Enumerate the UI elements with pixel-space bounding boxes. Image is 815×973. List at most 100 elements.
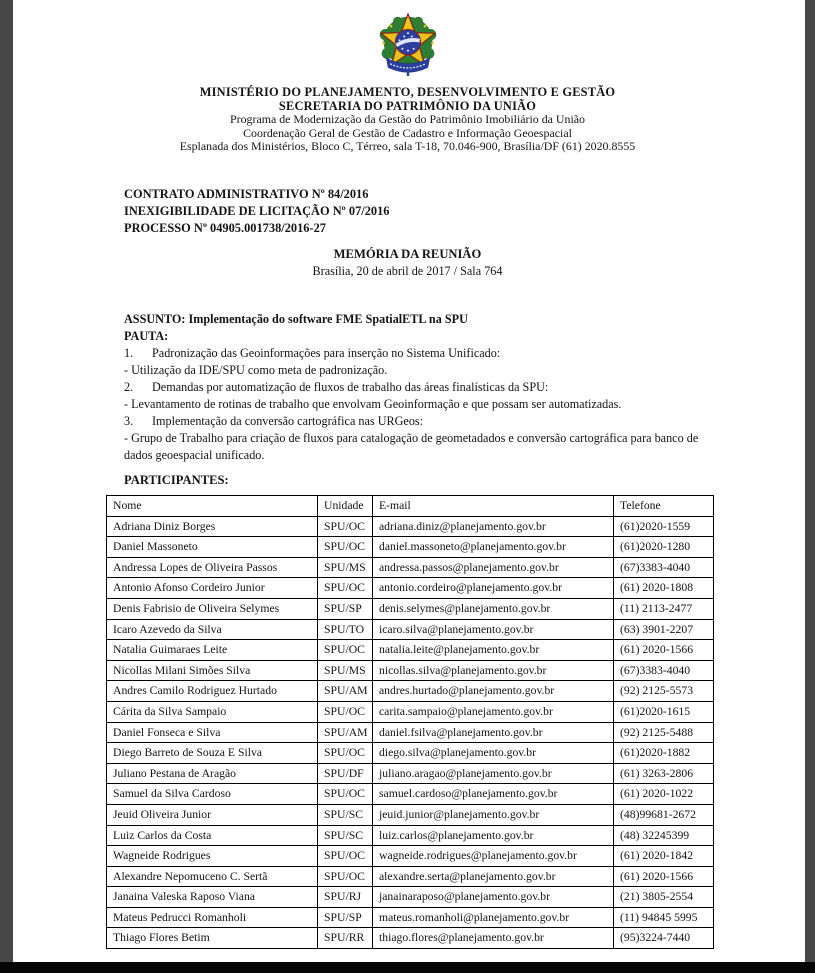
cell-email: denis.selymes@planejamento.gov.br — [372, 597, 614, 620]
table-row: Denis Fabrisio de Oliveira Selymes SPU/SP… — [106, 597, 714, 620]
meeting-block: MEMÓRIA DA REUNIÃO Brasília, 20 de abril… — [0, 246, 815, 280]
cell-nome: Wagneide Rodrigues — [106, 845, 318, 867]
table-row: Daniel Massoneto SPU/OC daniel.massoneto@p… — [106, 536, 714, 558]
cell-nome: Thiago Flores Betim — [106, 927, 318, 950]
contract-block: CONTRATO ADMINISTRATIVO Nº 84/2016 INEXI… — [124, 186, 389, 237]
table-row: Jeuid Oliveira Junior SPU/SC jeuid.junior@… — [106, 803, 714, 826]
process-number: PROCESSO Nº 04905.001738/2016-27 — [124, 221, 327, 235]
cell-unidade: SPU/MS — [317, 556, 373, 579]
table-row: Nicollas Milani Simões Silva SPU/MS nicoll… — [106, 659, 714, 682]
cell-unidade: SPU/TO — [317, 618, 373, 641]
viewer-edge-left — [0, 0, 13, 962]
agenda-item: 2. Demandas por automatização de fluxos d… — [124, 379, 716, 396]
table-row: Cárita da Silva Sampaio SPU/OC carita.samp… — [106, 700, 714, 723]
cell-telefone: (61) 2020-1808 — [613, 577, 714, 599]
cell-email: nicollas.silva@planejamento.gov.br — [372, 659, 614, 682]
cell-email: daniel.massoneto@planejamento.gov.br — [372, 536, 614, 558]
secretariat-name: SECRETARIA DO PATRIMÔNIO DA UNIÃO — [278, 98, 537, 113]
table-body: Adriana Diniz Borges SPU/OC adriana.diniz@… — [106, 515, 714, 950]
cell-telefone: (61)2020-1559 — [613, 515, 714, 538]
cell-email: daniel.fsilva@planejamento.gov.br — [372, 721, 614, 744]
cell-unidade: SPU/OC — [317, 700, 373, 723]
cell-telefone: (95)3224-7440 — [613, 927, 714, 950]
cell-email: diego.silva@planejamento.gov.br — [372, 742, 614, 764]
table-row: Thiago Flores Betim SPU/RR thiago.flores@p… — [106, 927, 714, 950]
cell-email: thiago.flores@planejamento.gov.br — [372, 927, 614, 950]
cell-email: andres.hurtado@planejamento.gov.br — [372, 680, 614, 702]
cell-unidade: SPU/RJ — [317, 886, 373, 908]
cell-telefone: (63) 3901-2207 — [613, 618, 714, 641]
cell-email: juliano.aragao@planejamento.gov.br — [372, 762, 614, 785]
table-row: Andressa Lopes de Oliveira Passos SPU/MS a… — [106, 556, 714, 579]
cell-nome: Juliano Pestana de Aragão — [106, 762, 318, 785]
agenda-item: - Grupo de Trabalho para criação de flux… — [124, 430, 716, 464]
cell-telefone: (61)2020-1615 — [613, 700, 714, 723]
agenda-item-number: 2. — [124, 380, 134, 394]
cell-telefone: (11) 94845 5995 — [613, 906, 714, 929]
table-row: Antonio Afonso Cordeiro Junior SPU/OC anto… — [106, 577, 714, 599]
cell-telefone: (61) 2020-1566 — [613, 865, 714, 888]
cell-unidade: SPU/SP — [317, 906, 373, 929]
cell-email: mateus.romanholi@planejamento.gov.br — [372, 906, 614, 929]
cell-email: alexandre.serta@planejamento.gov.br — [372, 865, 614, 888]
meeting-subtitle: Brasília, 20 de abril de 2017 / Sala 764 — [312, 264, 503, 278]
cell-unidade: SPU/OC — [317, 865, 373, 888]
cell-nome: Samuel da Silva Cardoso — [106, 783, 318, 805]
cell-telefone: (92) 2125-5573 — [613, 680, 714, 702]
cell-nome: Andres Camilo Rodriguez Hurtado — [106, 680, 318, 702]
cell-nome: Cárita da Silva Sampaio — [106, 700, 318, 723]
cell-email: icaro.silva@planejamento.gov.br — [372, 618, 614, 641]
program-name: Programa de Modernização da Gestão do Pa… — [230, 112, 585, 127]
cell-email: jeuid.junior@planejamento.gov.br — [372, 803, 614, 826]
cell-nome: Mateus Pedrucci Romanholi — [106, 906, 318, 929]
cell-unidade: SPU/OC — [317, 783, 373, 805]
cell-nome: Daniel Massoneto — [106, 536, 318, 558]
bidding-waiver-line: INEXIGIBILIDADE DE LICITAÇÃO Nº 07/2016 — [124, 204, 390, 218]
cell-nome: Andressa Lopes de Oliveira Passos — [106, 556, 318, 579]
viewer-bottom-bar — [0, 962, 815, 973]
agenda-item: - Levantamento de rotinas de trabalho qu… — [124, 396, 716, 413]
cell-nome: Denis Fabrisio de Oliveira Selymes — [106, 597, 318, 620]
cell-unidade: SPU/DF — [317, 762, 373, 785]
agenda-item-number: 3. — [124, 414, 134, 428]
cell-nome: Adriana Diniz Borges — [106, 515, 318, 538]
table-row: Wagneide Rodrigues SPU/OC wagneide.rodrigu… — [106, 845, 714, 867]
participants-table: Nome Unidade E-mail Telefone Adriana Diniz … — [106, 495, 714, 950]
cell-email: adriana.diniz@planejamento.gov.br — [372, 515, 614, 538]
cell-telefone: (67)3383-4040 — [613, 659, 714, 682]
cell-nome: Icaro Azevedo da Silva — [106, 618, 318, 641]
subject-agenda-block: ASSUNTO: Implementação do software FME S… — [124, 311, 716, 464]
column-header-unidade: Unidade — [317, 495, 373, 517]
table-header-row: Nome Unidade E-mail Telefone — [106, 495, 714, 517]
cell-telefone: (11) 2113-2477 — [613, 597, 714, 620]
agenda-list: 1. Padronização das Geoinformações para i… — [124, 345, 716, 464]
table-row: Juliano Pestana de Aragão SPU/DF juliano.a… — [106, 762, 714, 785]
agenda-item-text: - Levantamento de rotinas de trabalho qu… — [124, 397, 622, 411]
cell-unidade: SPU/OC — [317, 577, 373, 599]
agenda-item-text: Padronização das Geoinformações para ins… — [152, 346, 501, 360]
cell-telefone: (61)2020-1882 — [613, 742, 714, 764]
cell-telefone: (61) 3263-2806 — [613, 762, 714, 785]
table-row: Samuel da Silva Cardoso SPU/OC samuel.card… — [106, 783, 714, 805]
cell-telefone: (61) 2020-1566 — [613, 639, 714, 661]
cell-telefone: (21) 3805-2554 — [613, 886, 714, 908]
address-line: Esplanada dos Ministérios, Bloco C, Térr… — [179, 139, 636, 154]
column-header-nome: Nome — [106, 495, 318, 517]
cell-telefone: (61)2020-1280 — [613, 536, 714, 558]
table-row: Natalia Guimaraes Leite SPU/OC natalia.lei… — [106, 639, 714, 661]
cell-nome: Nicollas Milani Simões Silva — [106, 659, 318, 682]
cell-nome: Alexandre Nepomuceno C. Sertã — [106, 865, 318, 888]
table-row: Daniel Fonseca e Silva SPU/AM daniel.fsilv… — [106, 721, 714, 744]
cell-telefone: (92) 2125-5488 — [613, 721, 714, 744]
brazil-coat-of-arms-icon — [379, 12, 436, 76]
agenda-item: - Utilização da IDE/SPU como meta de pad… — [124, 362, 716, 379]
table-row: Mateus Pedrucci Romanholi SPU/SP mateus.ro… — [106, 906, 714, 929]
cell-unidade: SPU/AM — [317, 680, 373, 702]
agenda-item-text: - Utilização da IDE/SPU como meta de pad… — [124, 363, 388, 377]
cell-unidade: SPU/MS — [317, 659, 373, 682]
agenda-label: PAUTA: — [124, 329, 169, 343]
cell-telefone: (48)99681-2672 — [613, 803, 714, 826]
contract-number: CONTRATO ADMINISTRATIVO Nº 84/2016 — [124, 187, 369, 201]
viewer-edge-right — [805, 0, 815, 962]
